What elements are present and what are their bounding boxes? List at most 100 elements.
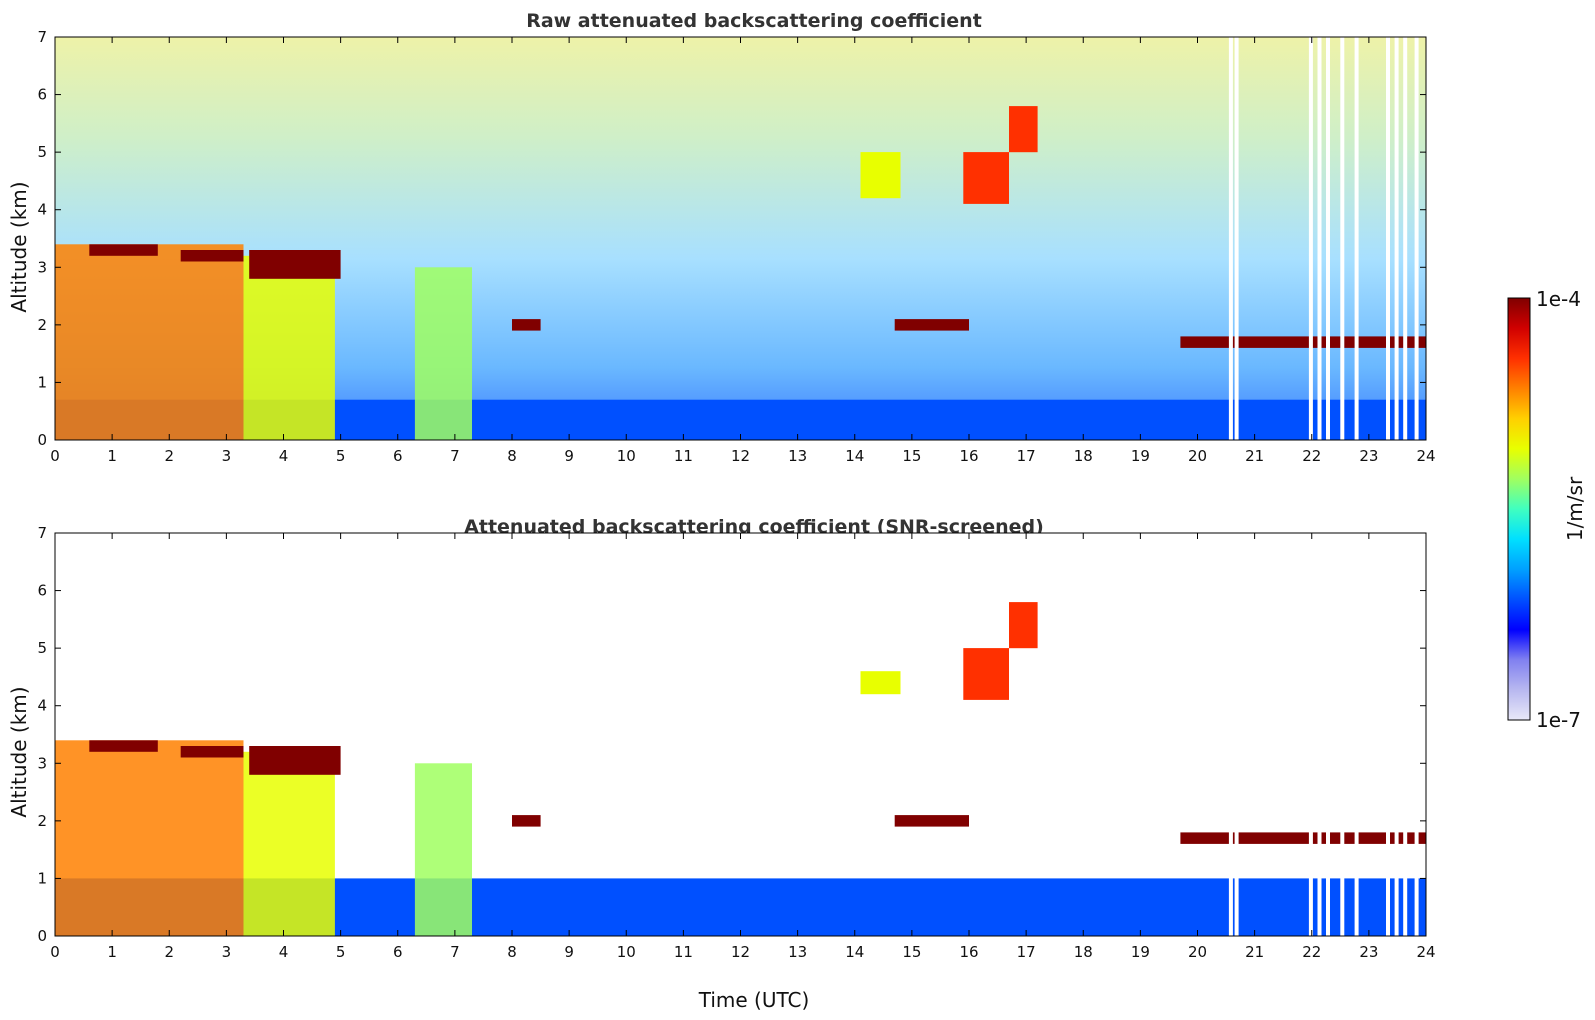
x-tick-label: 23 (1359, 447, 1378, 465)
panel-screened-ylabel: Altitude (km) (7, 686, 31, 817)
panel-screened-plot: 0 1 2 3 4 5 6 7 8 9 10 11 12 13 14 15 16 17 18 19 20 21 22 23 24… (37, 524, 1435, 961)
x-tick-label: 16 (959, 447, 978, 465)
data-gap (1386, 37, 1390, 440)
data-gap (1308, 533, 1313, 936)
feature-cirrus (963, 648, 1009, 700)
data-gap (1354, 533, 1359, 936)
x-tick-label: 18 (1074, 447, 1093, 465)
feature-cirrus (860, 152, 901, 199)
feature-cloud_base (89, 740, 158, 752)
feature-cloud_base (1180, 336, 1426, 348)
data-gap (1386, 533, 1390, 936)
x-tick-label: 9 (564, 447, 574, 465)
x-tick-label: 2 (164, 943, 174, 961)
feature-precipitation (55, 244, 244, 440)
colorbar: 1e-4 1e-7 1/m/sr (1507, 287, 1587, 732)
x-tick-label: 14 (845, 943, 864, 961)
x-tick-label: 13 (788, 943, 807, 961)
x-tick-label: 5 (336, 447, 346, 465)
x-tick-label: 7 (450, 447, 460, 465)
colorbar-min-label: 1e-7 (1536, 708, 1581, 732)
feature-cloud (512, 815, 541, 827)
y-tick-label: 2 (37, 812, 47, 830)
colorbar-max-label: 1e-4 (1536, 287, 1581, 311)
feature-cloud_base (249, 250, 341, 279)
x-tick-label: 12 (731, 447, 750, 465)
x-tick-label: 5 (336, 943, 346, 961)
x-tick-label: 1 (107, 943, 117, 961)
data-gap (1394, 37, 1399, 440)
x-tick-label: 3 (222, 943, 232, 961)
x-tick-label: 15 (902, 943, 921, 961)
y-tick-label: 0 (37, 927, 47, 945)
feature-cloud_base (89, 244, 158, 256)
feature-cirrus (963, 152, 1009, 204)
feature-cloud_base (1180, 832, 1426, 844)
x-tick-label: 16 (959, 943, 978, 961)
x-tick-label: 21 (1245, 943, 1264, 961)
x-tick-label: 4 (279, 447, 289, 465)
y-tick-label: 1 (37, 869, 47, 887)
feature-cloud (894, 319, 969, 331)
x-tick-label: 17 (1017, 447, 1036, 465)
x-tick-label: 24 (1416, 447, 1435, 465)
x-tick-label: 11 (674, 943, 693, 961)
x-tick-label: 6 (393, 943, 403, 961)
x-tick-label: 0 (50, 943, 60, 961)
x-tick-label: 18 (1074, 943, 1093, 961)
feature-cloud_base (249, 746, 341, 775)
x-tick-label: 14 (845, 447, 864, 465)
panel-raw-plot: 0 1 2 3 4 5 6 7 8 9 10 11 12 13 14 15 16 17 18 19 20 21 22 23 24… (37, 28, 1435, 465)
heatmap-layer (55, 37, 1426, 440)
x-tick-label: 7 (450, 943, 460, 961)
data-gap (1403, 533, 1408, 936)
data-gap (1340, 37, 1345, 440)
x-tick-label: 9 (564, 943, 574, 961)
colorbar-body (1507, 297, 1531, 721)
data-gap (1317, 533, 1322, 936)
y-tick-label: 6 (37, 86, 47, 104)
panel-raw-title: Raw attenuated backscattering coefficien… (526, 10, 982, 32)
feature-cloud_base (180, 250, 244, 262)
data-gap (1340, 533, 1345, 936)
y-tick-label: 1 (37, 373, 47, 391)
y-tick-label: 5 (37, 639, 47, 657)
feature-cirrus (860, 671, 901, 695)
panel-screened: Attenuated backscattering coefficient (S… (7, 516, 1436, 1012)
y-tick-label: 3 (37, 258, 47, 276)
data-gap (1326, 533, 1330, 936)
x-tick-label: 13 (788, 447, 807, 465)
x-tick-label: 10 (617, 447, 636, 465)
heatmap-layer (55, 533, 1426, 936)
y-tick-label: 2 (37, 316, 47, 334)
data-gap (1228, 37, 1233, 440)
panel-raw-ylabel: Altitude (km) (7, 181, 31, 312)
x-tick-label: 12 (731, 943, 750, 961)
data-gap (1234, 533, 1239, 936)
y-tick-label: 5 (37, 143, 47, 161)
x-tick-label: 23 (1359, 943, 1378, 961)
feature-cloud_base (180, 746, 244, 758)
feature-virga (414, 267, 472, 440)
data-gap (1228, 533, 1233, 936)
feature-precipitation (243, 255, 335, 440)
colorbar-unit-label: 1/m/sr (1563, 476, 1587, 541)
y-tick-label: 4 (37, 697, 47, 715)
data-gap (1234, 37, 1239, 440)
x-tick-label: 0 (50, 447, 60, 465)
x-tick-label: 17 (1017, 943, 1036, 961)
y-tick-label: 7 (37, 28, 47, 46)
x-tick-label: 11 (674, 447, 693, 465)
panel-screened-xlabel: Time (UTC) (698, 988, 810, 1012)
x-tick-label: 4 (279, 943, 289, 961)
x-tick-label: 21 (1245, 447, 1264, 465)
x-tick-label: 22 (1302, 943, 1321, 961)
x-tick-label: 8 (507, 943, 517, 961)
x-tick-label: 1 (107, 447, 117, 465)
y-tick-label: 3 (37, 754, 47, 772)
x-tick-label: 24 (1416, 943, 1435, 961)
feature-cirrus (1009, 602, 1038, 649)
x-tick-label: 20 (1188, 943, 1207, 961)
x-tick-label: 22 (1302, 447, 1321, 465)
